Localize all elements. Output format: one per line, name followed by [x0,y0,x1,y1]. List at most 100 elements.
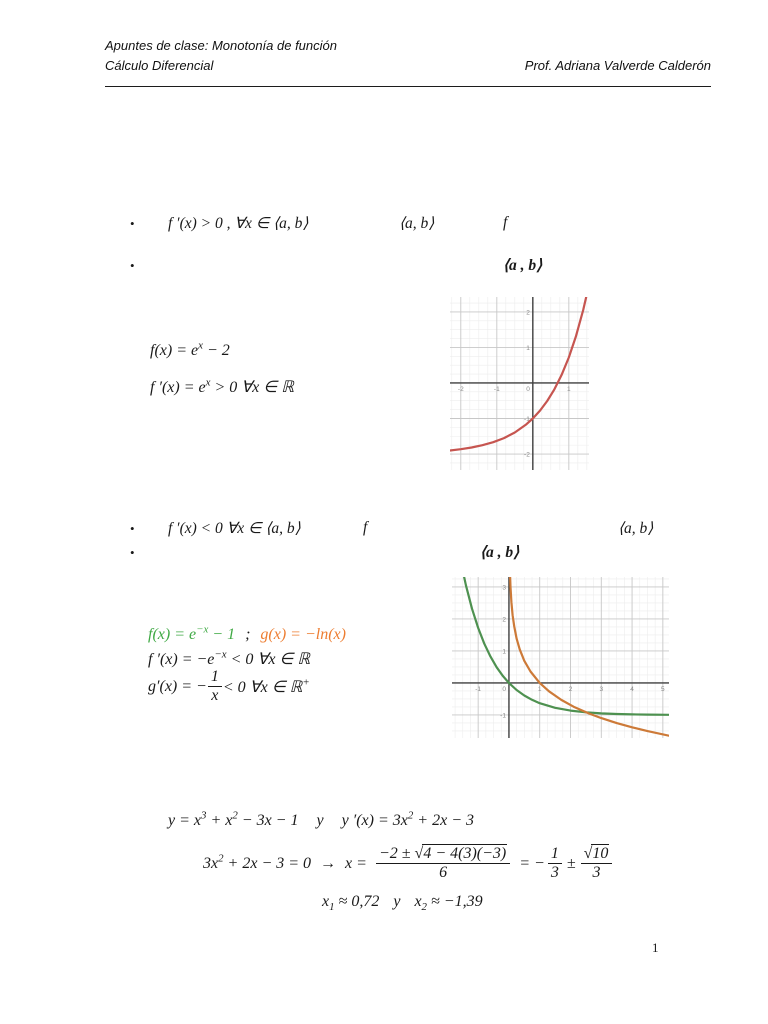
fraction-denominator: 6 [439,864,448,882]
header-rule [105,86,711,87]
svg-text:1: 1 [538,686,542,693]
cubic-exponent: 3 [201,809,207,822]
conjunction-y: y [316,812,324,829]
fraction-denominator: 3 [550,864,559,882]
header-professor: Prof. Adriana Valverde Calderón [524,58,711,73]
example2-g-derivative-base: g′(x) = − [148,677,207,695]
arrow-icon: → [320,854,337,872]
example1-derivative-rest: > 0 ∀x ∈ ℝ [210,379,294,396]
bullet-marker: • [130,258,135,273]
sqrt-icon: √ [414,845,424,862]
example2-g-formula: g(x) = −ln(x) [260,626,346,643]
x-equals: x = [345,854,367,872]
example2-functions-line: f(x) = e−x − 1; g(x) = −ln(x) [148,623,346,644]
formula-separator: ; [245,626,251,643]
fraction-denominator: x [211,687,219,705]
fraction-numerator: 1 [547,845,562,865]
root-1-value: ≈ 0,72 [334,893,380,910]
svg-text:1: 1 [526,345,530,352]
cubic-derivative-term: y ′(x) = 3x [341,812,408,829]
quadratic-equation: 3x2 + 2x − 3 = 0 [203,852,312,872]
decreasing-interval-bold: ⟨a , b⟩ [480,544,520,561]
decreasing-interval: ⟨a, b⟩ [618,520,654,537]
example2-f-formula: f(x) = e−x − 1 [148,623,236,643]
example1-function-rest: − 2 [202,342,230,359]
example2-f-exponent: −x [196,623,209,636]
cubic-exponent: 2 [232,809,238,822]
cubic-derivative-exponent: 2 [407,809,414,822]
example1-derivative-base: f ′(x) = e [150,379,206,396]
cubic-term: − 3x − 1 [237,812,299,829]
bullet-marker: • [130,545,135,560]
example2-f-derivative-exponent: −x [214,648,227,661]
svg-text:2: 2 [526,309,530,316]
root-2: x [414,893,422,910]
example2-f-derivative-base: f ′(x) = −e [148,651,215,668]
exp-growth-graph: -2 -1 0 1 -2 -1 1 2 [448,283,591,470]
svg-text:-2: -2 [458,386,464,393]
svg-text:-1: -1 [524,416,530,423]
example2-f-rest: − 1 [208,626,236,643]
svg-text:2: 2 [569,686,573,693]
decreasing-condition-formula: f ′(x) < 0 ∀x ∈ ⟨a, b⟩ [168,520,301,537]
increasing-function-symbol: f [503,214,508,231]
header-course-note: Apuntes de clase: Monotonía de función [105,38,337,53]
svg-text:-1: -1 [475,686,481,693]
roots-line: x1 ≈ 0,72 y x2 ≈ −1,39 [322,893,483,914]
svg-text:0: 0 [502,686,506,693]
radicand: 10 [591,844,610,862]
header-course: Cálculo Diferencial [105,58,214,73]
example1-derivative-exponent: x [205,376,211,389]
page-number: 1 [652,940,659,955]
example1-function-base: f(x) = e [150,342,199,359]
reals-plus-sup: + [302,676,310,689]
quadratic-formula-fraction: −2 ± √4 − 4(3)(−3) 6 [375,844,511,883]
exp-decay-neglog-graph: -1 0 1 2 3 4 5 -1 1 2 3 [452,555,671,738]
equals-minus: = − [519,854,545,872]
svg-text:4: 4 [630,686,634,693]
svg-text:-2: -2 [524,452,530,459]
svg-text:-1: -1 [500,712,506,719]
root-1: x [322,893,330,910]
plus-minus-sign: ± [566,854,576,872]
example1-function-exponent: x [198,339,203,352]
fraction-numerator: 1 [207,668,222,688]
svg-text:0: 0 [526,386,530,393]
fraction-numerator: √10 [580,844,613,865]
fraction-denominator: 3 [592,864,601,882]
cubic-derivative-rest: + 2x − 3 [413,812,474,829]
radicand: 4 − 4(3)(−3) [422,844,508,862]
example2-g-derivative: g′(x) = −1 x < 0 ∀x ∈ ℝ+ [148,668,310,706]
svg-text:1: 1 [502,648,506,655]
svg-text:5: 5 [661,686,665,693]
example2-f-base: f(x) = e [148,626,197,643]
svg-text:3: 3 [502,584,506,591]
svg-text:3: 3 [599,686,603,693]
example1-function: f(x) = ex − 2 [150,339,230,360]
svg-text:1: 1 [567,386,571,393]
increasing-interval-bold: ⟨a , b⟩ [503,257,543,274]
conjunction-y: y [393,893,401,910]
root-1-subscript: 1 [329,901,335,914]
example1-derivative: f ′(x) = ex > 0 ∀x ∈ ℝ [150,377,294,397]
sqrt-icon: √ [583,845,593,862]
example2-g-derivative-rest: < 0 ∀x ∈ ℝ+ [222,676,310,696]
increasing-condition-formula: f ′(x) > 0 , ∀x ∈ ⟨a, b⟩ [168,215,309,232]
sqrt10-third-fraction: √10 3 [580,844,613,883]
increasing-interval: ⟨a, b⟩ [399,215,435,232]
quadratic-exponent: 2 [218,852,224,865]
example2-f-derivative-rest: < 0 ∀x ∈ ℝ [226,651,311,668]
svg-text:2: 2 [502,616,506,623]
bullet-marker: • [130,216,135,231]
decreasing-function-symbol: f [363,519,368,536]
svg-text:-1: -1 [494,386,500,393]
cubic-term: + x [206,812,233,829]
quadratic-solution-line: 3x2 + 2x − 3 = 0 → x = −2 ± √4 − 4(3)(−3… [203,844,613,883]
bullet-marker: • [130,521,135,536]
root-2-value: ≈ −1,39 [426,893,483,910]
fraction-numerator: −2 ± √4 − 4(3)(−3) [375,844,511,865]
